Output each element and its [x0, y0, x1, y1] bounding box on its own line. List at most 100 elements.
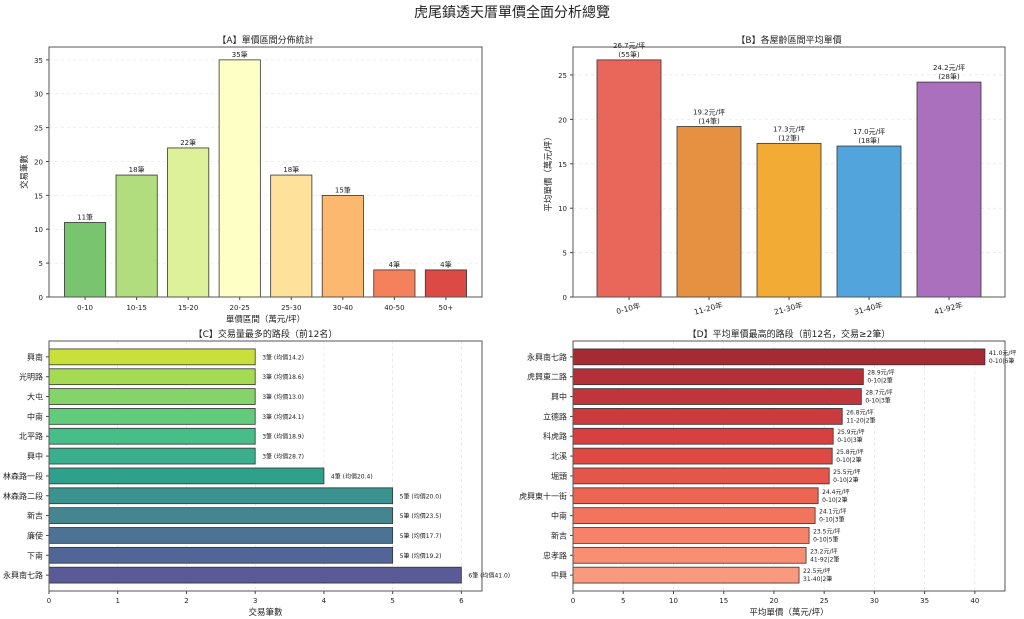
- x-axis-label: 平均單價（萬元/坪）: [749, 607, 828, 618]
- chart-title: 【A】單價區間分佈統計: [217, 34, 313, 46]
- bar: [48, 566, 462, 584]
- y-tick-label: 30: [34, 91, 43, 99]
- x-tick-label: 10-15: [126, 304, 146, 312]
- y-tick-label: 20: [558, 116, 567, 124]
- data-label: (18筆): [858, 136, 880, 145]
- y-tick-label: 20: [34, 158, 43, 166]
- bar: [572, 566, 800, 584]
- x-tick-label: 30-40: [333, 304, 353, 312]
- data-label: 26.7元/坪: [613, 42, 645, 50]
- data-label: 6筆 (均價41.0): [468, 572, 510, 580]
- bar: [572, 467, 830, 485]
- bar: [572, 348, 986, 366]
- bar: [572, 408, 843, 425]
- data-label: 3筆 (均價28.7): [262, 453, 304, 461]
- bar: [572, 427, 834, 445]
- x-tick-label: 5: [621, 597, 625, 605]
- x-tick-label: 20: [769, 597, 778, 605]
- data-label: 41.0元/坪: [989, 349, 1016, 357]
- data-label: 3筆 (均價24.1): [262, 413, 304, 421]
- bar: [48, 546, 394, 564]
- data-label: 0-10|3筆: [865, 397, 890, 405]
- data-label: 0-10|2筆: [833, 476, 858, 484]
- bar: [572, 368, 864, 386]
- data-label: 18筆: [129, 165, 145, 174]
- bar: [373, 269, 416, 298]
- y-tick-label: 興中: [27, 451, 43, 461]
- data-label: 24.1元/坪: [819, 508, 846, 516]
- chart-C: 【C】交易量最多的路段（前12名） 0 1 2 3 4 5 6 興南 3筆 (均價14.2) 光明路…: [3, 328, 510, 618]
- bar: [48, 507, 394, 524]
- bar: [48, 388, 256, 405]
- y-tick-label: 25: [558, 72, 567, 80]
- x-tick-label: 11-20年: [693, 299, 724, 316]
- x-tick-label: 3: [253, 597, 257, 605]
- y-tick-label: 10: [558, 205, 567, 213]
- data-label: 25.5元/坪: [833, 468, 860, 476]
- data-label: 22筆: [180, 138, 196, 147]
- data-label: 11-20|2筆: [846, 416, 875, 424]
- plot-frame: [572, 340, 1006, 592]
- bar: [64, 222, 107, 298]
- y-tick-label: 北平路: [19, 431, 43, 441]
- data-label: 0-10|2筆: [822, 496, 847, 504]
- data-label: 35筆: [232, 50, 248, 59]
- bar: [48, 408, 256, 425]
- data-label: 0-10|3筆: [819, 516, 844, 524]
- chart-title: 【D】平均單價最高的路段（前12名，交易≥2筆）: [688, 328, 891, 340]
- data-label: 4筆 (均價20.4): [331, 472, 373, 480]
- x-tick-label: 25-30: [281, 304, 301, 312]
- y-tick-label: 5: [39, 260, 43, 268]
- data-label: 41-92|2筆: [810, 555, 839, 563]
- data-label: (14筆): [698, 116, 720, 125]
- data-label: (12筆): [778, 133, 800, 142]
- y-tick-label: 廉使: [27, 530, 43, 540]
- figure-title: 虎尾鎮透天厝單價全面分析總覽: [414, 4, 610, 21]
- y-tick-label: 北溪: [551, 451, 567, 461]
- plot-frame: [48, 340, 483, 592]
- x-tick-label: 40-50: [384, 304, 404, 312]
- data-label: 5筆 (均價19.2): [400, 552, 442, 560]
- data-label: 4筆: [389, 260, 400, 269]
- data-label: 0-10|6筆: [989, 357, 1014, 365]
- bar: [572, 447, 833, 465]
- x-tick-label: 21-30年: [773, 299, 804, 316]
- x-tick-label: 1: [115, 597, 119, 605]
- x-tick-label: 2: [184, 597, 188, 605]
- y-tick-label: 林森路二段: [3, 491, 43, 501]
- chart-A: 【A】單價區間分佈統計 0 5 10 15 20 25 30 35 0-10 11筆 10-15 18筆…: [19, 34, 483, 325]
- bar: [48, 447, 256, 465]
- y-tick-label: 下南: [27, 550, 43, 560]
- y-tick-label: 25: [34, 125, 43, 133]
- x-tick-label: 0-10: [77, 304, 93, 312]
- chart-D: 【D】平均單價最高的路段（前12名，交易≥2筆） 0 5 10 15 20 25 30 35 40…: [519, 328, 1016, 618]
- data-label: 25.9元/坪: [837, 428, 864, 436]
- plot-frame: [572, 46, 1006, 298]
- x-tick-label: 31-40年: [853, 299, 884, 316]
- data-label: 28.9元/坪: [867, 369, 894, 377]
- data-label: 24.4元/坪: [822, 488, 849, 496]
- data-label: 3筆 (均價13.0): [262, 393, 304, 401]
- data-label: 24.2元/坪: [933, 64, 965, 72]
- bar: [916, 81, 982, 298]
- y-tick-label: 大屯: [27, 392, 43, 402]
- data-label: 17.3元/坪: [773, 125, 805, 133]
- y-tick-label: 中興: [551, 570, 567, 580]
- data-label: 0-10|5筆: [813, 535, 838, 543]
- data-label: 15筆: [335, 185, 351, 194]
- y-axis-label: 平均單價（萬元/坪）: [543, 132, 554, 211]
- bar: [270, 174, 313, 298]
- y-tick-label: 10: [34, 226, 43, 234]
- x-tick-label: 0: [47, 597, 51, 605]
- y-tick-label: 0: [39, 294, 43, 302]
- x-tick-label: 4: [322, 597, 327, 605]
- bar: [218, 59, 261, 298]
- y-tick-label: 0: [563, 294, 567, 302]
- y-tick-label: 永興南七路: [527, 352, 567, 362]
- y-tick-label: 5: [563, 250, 567, 258]
- data-label: 5筆 (均價17.7): [400, 532, 442, 540]
- y-tick-label: 興南: [27, 352, 43, 362]
- data-label: 3筆 (均價18.9): [262, 433, 304, 441]
- data-label: 22.5元/坪: [803, 567, 830, 575]
